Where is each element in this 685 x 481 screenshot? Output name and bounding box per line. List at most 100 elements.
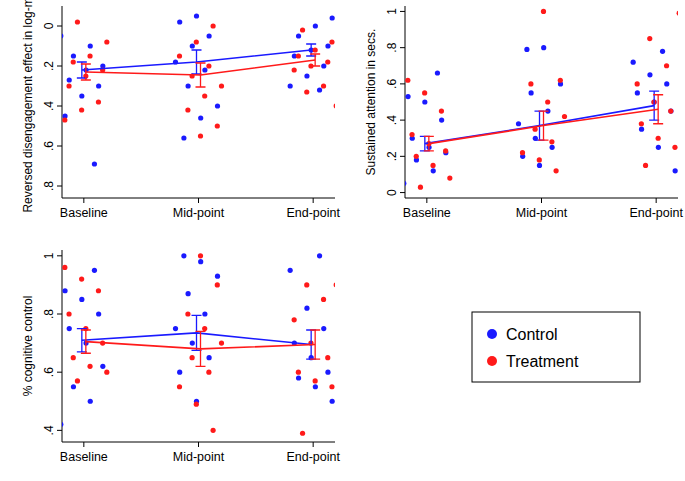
legend-marker [487, 356, 497, 366]
data-point [304, 306, 309, 311]
data-point [647, 72, 652, 77]
mean-line [429, 109, 658, 143]
data-point [207, 33, 212, 38]
x-tick-label: Baseline [403, 206, 451, 220]
y-tick-label: .4 [42, 101, 56, 111]
data-point [639, 121, 644, 126]
data-point [313, 384, 318, 389]
x-tick [83, 442, 84, 447]
data-point [334, 103, 335, 108]
y-tick-label: .2 [42, 61, 56, 71]
data-point [288, 83, 293, 88]
data-point [177, 19, 182, 24]
data-point [66, 311, 71, 316]
data-point [325, 59, 330, 64]
data-point [529, 90, 534, 95]
data-point [75, 378, 80, 383]
x-tick [656, 198, 657, 203]
error-bar [424, 136, 434, 150]
y-tick [57, 430, 62, 431]
data-point [296, 53, 301, 58]
data-point [431, 168, 436, 173]
data-point [673, 168, 678, 173]
y-axis-title: Reversed disengagement effect in log-ms [21, 0, 35, 213]
x-tick-label: End-point [286, 206, 340, 220]
y-axis [62, 250, 63, 442]
x-tick-label: Mid-point [173, 206, 225, 220]
data-point [528, 81, 533, 86]
data-point [96, 311, 101, 316]
data-point [313, 23, 318, 28]
y-tick-label: .8 [42, 181, 56, 191]
data-point [558, 78, 563, 83]
data-point [202, 93, 207, 98]
data-point [631, 60, 636, 65]
plot-area [62, 13, 335, 166]
x-tick [541, 198, 542, 203]
data-point [541, 45, 546, 50]
y-tick-label: .6 [42, 367, 56, 377]
y-tick [57, 26, 62, 27]
data-point [549, 139, 554, 144]
plot-area [62, 253, 335, 436]
data-point [537, 163, 542, 168]
data-point [292, 317, 297, 322]
data-point [524, 47, 529, 52]
legend-label: Treatment [506, 353, 579, 370]
data-point [185, 311, 190, 316]
y-tick [400, 11, 405, 12]
y-tick [57, 66, 62, 67]
data-point [190, 340, 195, 345]
data-point [206, 370, 211, 375]
data-point [173, 326, 178, 331]
data-point [194, 39, 199, 44]
y-tick [57, 314, 62, 315]
x-tick [426, 198, 427, 203]
y-tick-label: 1 [42, 252, 56, 259]
x-tick-label: Mid-point [516, 206, 568, 220]
data-point [321, 83, 326, 88]
data-point [79, 276, 84, 281]
y-tick [400, 120, 405, 121]
data-point [186, 83, 191, 88]
x-tick-label: End-point [286, 450, 340, 464]
data-point [329, 384, 334, 389]
data-point [439, 118, 444, 123]
data-point [202, 67, 207, 72]
y-tick [57, 186, 62, 187]
panel: 0.2.4.6.81BaselineMid-pointEnd-pointSust… [364, 6, 683, 220]
data-point [104, 370, 109, 375]
legend-marker [487, 329, 497, 339]
data-point [296, 370, 301, 375]
error-bar [81, 64, 91, 80]
data-point [92, 268, 97, 273]
data-point [664, 63, 669, 68]
data-point [62, 265, 67, 270]
x-tick [83, 198, 84, 203]
error-bar [196, 331, 206, 366]
data-point [66, 83, 71, 88]
data-point [300, 27, 305, 32]
y-tick-label: .8 [42, 309, 56, 319]
data-point [185, 107, 190, 112]
y-axis-title: % cognitive control [21, 296, 35, 397]
data-point [334, 282, 335, 287]
data-point [296, 33, 301, 38]
data-point [321, 326, 326, 331]
data-point [62, 288, 67, 293]
data-point [206, 63, 211, 68]
data-point [656, 136, 661, 141]
data-point [405, 78, 410, 83]
data-point [313, 378, 318, 383]
figure: 0.2.4.6.8BaselineMid-pointEnd-pointRever… [0, 0, 685, 481]
data-point [186, 291, 191, 296]
data-point [215, 274, 220, 279]
data-point [96, 83, 101, 88]
data-point [181, 253, 186, 258]
data-point [635, 90, 640, 95]
x-tick-label: End-point [629, 206, 683, 220]
panel: .4.6.81BaselineMid-pointEnd-point% cogni… [21, 250, 340, 464]
data-point [96, 99, 101, 104]
data-point [668, 108, 673, 113]
x-tick-label: Baseline [60, 206, 108, 220]
